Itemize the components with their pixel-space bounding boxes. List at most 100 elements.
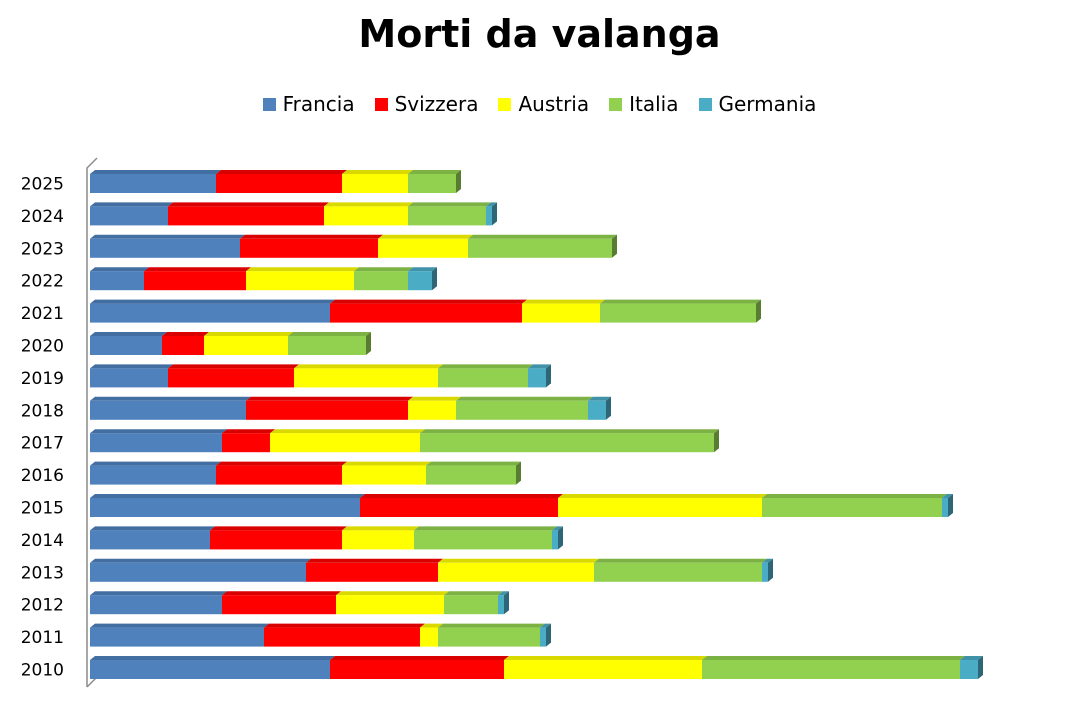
bar-francia-2014: [90, 526, 215, 550]
bar-austria-2014: [342, 526, 419, 550]
bar-germania-2022: [408, 267, 437, 291]
bar-francia-2019: [90, 364, 173, 388]
bar-italia-2024: [408, 202, 491, 226]
bar-end-face-2024: [492, 202, 497, 226]
bar-end-face-2011: [546, 623, 551, 647]
bar-germania-2014: [552, 526, 563, 550]
bar-francia-2024: [90, 202, 173, 226]
bar-end-face-2025: [456, 170, 461, 193]
legend-item-austria: Austria: [498, 92, 589, 116]
bar-svizzera-2013: [306, 558, 443, 582]
bar-svizzera-2021: [330, 299, 527, 323]
y-tick-label-2015: 2015: [21, 499, 64, 519]
bar-svizzera-2024: [168, 202, 329, 226]
bar-italia-2014: [414, 526, 557, 550]
bar-austria-2023: [378, 234, 473, 258]
legend-swatch: [609, 98, 623, 111]
bar-germania-2013: [762, 558, 773, 582]
bar-italia-2022: [354, 267, 413, 291]
y-tick-label-2012: 2012: [21, 596, 64, 616]
bar-germania-2011: [540, 623, 551, 647]
bar-germania-2024: [486, 202, 497, 226]
bar-germania-2010: [960, 656, 983, 679]
y-tick-label-2019: 2019: [21, 369, 64, 389]
bar-end-face-2015: [948, 494, 953, 517]
bar-francia-2021: [90, 299, 335, 323]
bar-italia-2023: [468, 234, 617, 258]
bar-svizzera-2011: [264, 623, 425, 647]
bar-francia-2012: [90, 591, 227, 615]
bar-austria-2020: [204, 332, 293, 355]
bar-svizzera-2012: [222, 591, 341, 615]
bar-end-face-2014: [558, 526, 563, 550]
legend-swatch: [498, 98, 512, 111]
bar-francia-2015: [90, 494, 365, 517]
bar-italia-2013: [594, 558, 767, 582]
bar-francia-2020: [90, 332, 167, 355]
y-tick-label-2011: 2011: [21, 628, 64, 648]
bar-francia-2013: [90, 558, 311, 582]
bar-austria-2025: [342, 170, 413, 193]
bar-italia-2016: [426, 461, 521, 485]
bar-francia-2022: [90, 267, 149, 291]
bar-svizzera-2014: [210, 526, 347, 550]
y-tick-label-2022: 2022: [21, 272, 64, 292]
chart-title: Morti da valanga: [358, 12, 721, 56]
y-tick-label-2025: 2025: [21, 175, 64, 195]
bar-italia-2021: [600, 299, 761, 323]
bar-italia-2018: [456, 396, 593, 420]
bar-italia-2017: [420, 429, 719, 453]
y-tick-label-2010: 2010: [21, 661, 64, 681]
y-tick-label-2013: 2013: [21, 563, 64, 583]
legend-item-francia: Francia: [262, 92, 355, 116]
bar-austria-2017: [270, 429, 425, 453]
bar-austria-2022: [246, 267, 359, 291]
bar-end-face-2021: [756, 299, 761, 323]
bar-italia-2012: [444, 591, 503, 615]
legend-swatch: [374, 98, 388, 111]
bar-austria-2015: [558, 494, 767, 517]
bar-svizzera-2018: [246, 396, 413, 420]
legend-label: Francia: [282, 92, 355, 116]
bar-austria-2024: [324, 202, 413, 226]
bar-svizzera-2022: [144, 267, 251, 291]
legend-label: Svizzera: [394, 92, 479, 116]
legend-label: Germania: [718, 92, 817, 116]
bar-austria-2010: [504, 656, 707, 679]
y-tick-label-2024: 2024: [21, 207, 64, 227]
bar-germania-2019: [528, 364, 551, 388]
bar-end-face-2016: [516, 461, 521, 485]
bar-austria-2012: [336, 591, 449, 615]
bar-svizzera-2020: [162, 332, 209, 355]
legend-swatch: [698, 98, 712, 111]
bar-svizzera-2010: [330, 656, 509, 679]
bar-end-face-2012: [504, 591, 509, 615]
legend-label: Italia: [629, 92, 679, 116]
bar-end-face-2017: [714, 429, 719, 453]
bar-austria-2018: [408, 396, 461, 420]
bar-end-face-2010: [978, 656, 983, 679]
y-tick-label-2014: 2014: [21, 531, 64, 551]
bar-francia-2010: [90, 656, 335, 679]
legend-item-italia: Italia: [609, 92, 679, 116]
bar-austria-2013: [438, 558, 599, 582]
bar-end-face-2023: [612, 234, 617, 258]
legend-label: Austria: [518, 92, 590, 116]
bar-italia-2025: [408, 170, 461, 193]
bar-end-face-2020: [366, 332, 371, 355]
bar-francia-2016: [90, 461, 221, 485]
bar-end-face-2018: [606, 396, 611, 420]
bar-svizzera-2017: [222, 429, 275, 453]
bar-svizzera-2016: [216, 461, 347, 485]
legend-item-svizzera: Svizzera: [374, 92, 479, 116]
bar-italia-2019: [438, 364, 533, 388]
bar-austria-2021: [522, 299, 605, 323]
bar-end-face-2019: [546, 364, 551, 388]
legend-swatch: [262, 98, 276, 111]
bar-francia-2018: [90, 396, 251, 420]
chart-legend: Francia Svizzera Austria Italia Germania: [0, 92, 1079, 116]
y-tick-label-2017: 2017: [21, 434, 64, 454]
bar-germania-2018: [588, 396, 611, 420]
bar-austria-2019: [294, 364, 443, 388]
